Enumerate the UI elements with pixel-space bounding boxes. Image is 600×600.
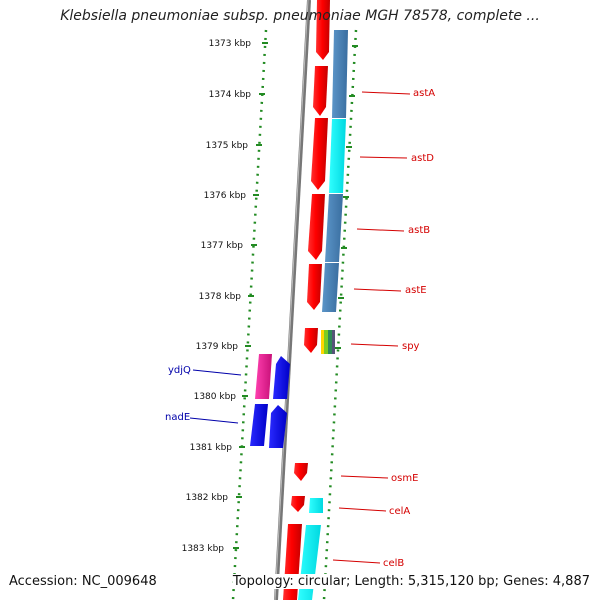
gene-label[interactable]: astD — [411, 153, 434, 164]
gene-label[interactable]: spy — [402, 341, 420, 352]
left-gene-labels: ydjQ nadE — [165, 365, 242, 424]
gene-label[interactable]: osmE — [391, 473, 418, 484]
gene-label[interactable]: astA — [413, 88, 435, 99]
gene-arrow[interactable] — [250, 404, 268, 446]
tick-label: 1379 kbp — [196, 342, 239, 352]
feature-bars — [298, 30, 348, 600]
gene-arrow[interactable] — [255, 354, 272, 399]
feature-bar[interactable] — [324, 330, 328, 354]
gene-label[interactable]: astE — [405, 285, 427, 296]
feature-bar[interactable] — [332, 30, 348, 118]
tick-label: 1377 kbp — [201, 241, 244, 251]
gene-arrow[interactable] — [313, 66, 328, 116]
tick-label: 1375 kbp — [206, 141, 249, 151]
leader-line — [361, 91, 411, 95]
reverse-genes — [250, 354, 290, 448]
feature-bar[interactable] — [332, 330, 335, 354]
gene-arrow[interactable] — [273, 356, 290, 399]
gene-arrow[interactable] — [307, 264, 322, 310]
gene-label[interactable]: celA — [389, 506, 410, 517]
leader-line — [192, 369, 242, 376]
genome-summary-text: Topology: circular; Length: 5,315,120 bp… — [232, 574, 590, 589]
feature-bar[interactable] — [309, 498, 323, 513]
gene-arrow[interactable] — [269, 405, 287, 448]
feature-bar[interactable] — [321, 330, 324, 354]
feature-bar[interactable] — [329, 119, 346, 193]
tick-label: 1381 kbp — [190, 443, 233, 453]
gene-arrow[interactable] — [308, 194, 325, 260]
gene-label[interactable]: ydjQ — [168, 365, 191, 376]
gene-arrow[interactable] — [316, 0, 330, 60]
tick-label: 1373 kbp — [209, 39, 252, 49]
tick-label: 1380 kbp — [194, 392, 237, 402]
accession-text: Accession: NC_009648 — [9, 574, 157, 589]
gene-arrow[interactable] — [291, 496, 305, 512]
leader-line — [338, 507, 387, 512]
tick-label: 1374 kbp — [209, 90, 252, 100]
gene-arrow[interactable] — [294, 463, 308, 481]
right-track-ticks — [335, 45, 358, 349]
left-dotted-track — [231, 29, 268, 600]
gene-label[interactable]: astB — [408, 225, 430, 236]
gene-arrow[interactable] — [311, 118, 328, 190]
leader-line — [189, 417, 239, 424]
tick-label: 1378 kbp — [199, 292, 242, 302]
backbone-highlight — [274, 0, 309, 600]
forward-genes — [283, 0, 330, 600]
leader-line — [353, 288, 402, 292]
leader-line — [340, 475, 389, 479]
feature-bar[interactable] — [325, 194, 343, 262]
map-title: Klebsiella pneumoniae subsp. pneumoniae … — [60, 8, 540, 24]
leader-line — [359, 156, 408, 159]
tick-label: 1376 kbp — [204, 191, 247, 201]
right-gene-labels: astA astD astB astE spy osmE celA celB — [332, 88, 435, 569]
feature-bar[interactable] — [322, 263, 339, 312]
tick-label: 1382 kbp — [186, 493, 229, 503]
gene-label[interactable]: celB — [383, 558, 404, 569]
leader-line — [350, 343, 399, 347]
feature-bar[interactable] — [328, 330, 332, 354]
backbone-line — [274, 0, 311, 600]
gene-arrow[interactable] — [304, 328, 318, 353]
scale-ticks: 1373 kbp 1374 kbp 1375 kbp 1376 kbp 1377… — [182, 39, 268, 554]
gene-label[interactable]: nadE — [165, 412, 190, 423]
leader-line — [332, 559, 381, 564]
leader-line — [356, 228, 405, 232]
tick-label: 1383 kbp — [182, 544, 225, 554]
